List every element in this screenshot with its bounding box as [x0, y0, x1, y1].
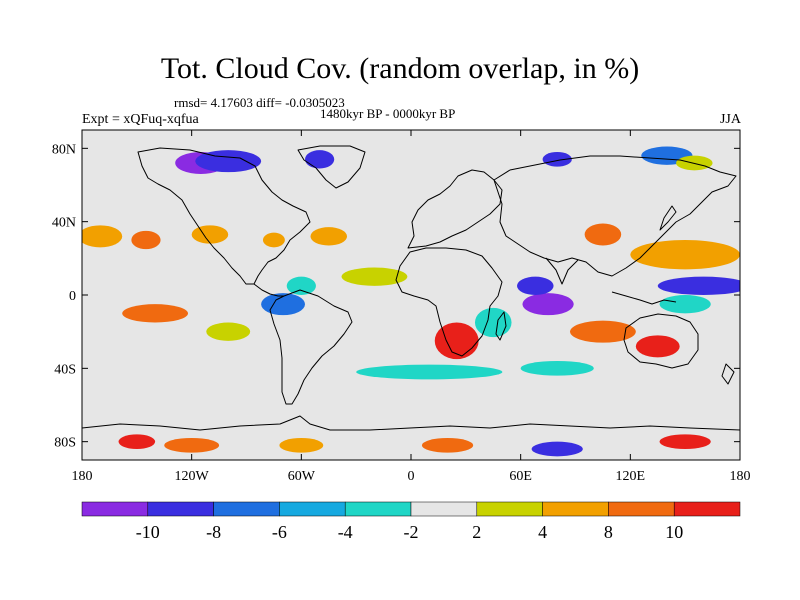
anomaly-region — [122, 304, 189, 323]
longitude-axis: 180 120W 60W 0 60E 120E 180 — [72, 130, 751, 484]
colorbar-bin — [542, 501, 609, 517]
lat-tick-label: 40S — [54, 362, 76, 377]
colorbar-label: 4 — [538, 522, 547, 542]
coastline-australia — [623, 313, 699, 369]
anomaly-region — [584, 223, 622, 246]
anomaly-region — [356, 364, 503, 380]
anomaly-region — [164, 438, 220, 453]
lon-tick-label: 120E — [616, 469, 646, 484]
anomaly-region — [630, 240, 740, 270]
colorbar-bin — [410, 501, 478, 517]
colorbar-label: -4 — [338, 522, 353, 542]
colorbar-label: -8 — [206, 522, 221, 542]
anomaly-region — [262, 232, 285, 248]
anomaly-region — [261, 293, 305, 316]
anomaly-region — [659, 295, 711, 314]
cloud-anomaly-field — [82, 146, 740, 457]
anomaly-region — [304, 150, 335, 169]
map-title: Tot. Cloud Cov. (random overlap, in %) — [160, 52, 640, 85]
coastline-indonesia — [611, 291, 677, 305]
anomaly-region — [421, 438, 474, 453]
coastline-india — [545, 257, 579, 285]
anomaly-region — [474, 307, 512, 338]
colorbar-bin — [147, 501, 214, 517]
lat-tick-label: 40N — [52, 216, 76, 231]
coastline-antarctica — [82, 415, 740, 431]
statistics-label: rmsd= 4.17603 diff= -0.0305023 — [174, 95, 345, 110]
anomaly-region — [279, 438, 324, 453]
anomaly-region — [286, 276, 316, 296]
coastline-japan — [659, 205, 677, 231]
anomaly-region — [82, 225, 123, 248]
coastline-south-america — [269, 289, 353, 405]
coastline-north-america — [137, 147, 311, 285]
experiment-label: Expt = xQFuq-xqfua — [82, 112, 199, 127]
lon-tick-label: 60E — [509, 469, 532, 484]
anomaly-region — [310, 227, 348, 246]
anomaly-region — [657, 276, 740, 295]
coastline-africa — [395, 247, 503, 357]
colorbar-label: -10 — [136, 522, 160, 542]
lon-tick-label: 120W — [175, 469, 210, 484]
colorbar-bin — [279, 501, 346, 517]
anomaly-region — [542, 152, 572, 167]
coastline-greenland — [297, 145, 366, 189]
colorbar-label: -2 — [404, 522, 419, 542]
coastline-madagascar — [495, 311, 507, 341]
lat-tick-label: 0 — [69, 289, 76, 304]
anomaly-region — [131, 230, 161, 250]
coastline-asia — [493, 155, 737, 277]
colorbar-label: 8 — [604, 522, 613, 542]
anomaly-region — [191, 225, 229, 244]
coastline-new-zealand — [721, 363, 735, 385]
anomaly-region — [520, 361, 594, 376]
lon-tick-label: 180 — [730, 469, 751, 484]
colorbar-bin — [213, 501, 280, 517]
colorbar-label: 10 — [665, 522, 683, 542]
anomaly-region — [570, 320, 636, 343]
colorbar-label: 2 — [472, 522, 481, 542]
anomaly-region — [118, 434, 156, 449]
anomaly-region — [659, 434, 711, 449]
anomaly-region — [517, 276, 554, 296]
anomaly-region — [434, 322, 479, 360]
lon-tick-label: 0 — [408, 469, 415, 484]
latitude-axis: 80N 40N 0 40S 80S — [52, 142, 740, 451]
colorbar-bin — [81, 501, 149, 517]
coastline-europe — [407, 169, 503, 249]
anomaly-region — [206, 322, 251, 341]
anomaly-region — [531, 441, 583, 457]
colorbar: -10 -8 -6 -4 -2 2 4 8 10 — [81, 501, 741, 542]
anomaly-region — [635, 335, 680, 358]
season-label: JJA — [719, 112, 741, 127]
lon-tick-label: 60W — [288, 469, 316, 484]
anomaly-region — [341, 267, 408, 286]
lat-tick-label: 80N — [52, 142, 76, 157]
anomaly-region — [522, 293, 574, 316]
coastlines — [82, 145, 740, 431]
lon-tick-label: 180 — [72, 469, 93, 484]
colorbar-bin — [608, 501, 675, 517]
coastline-central-america — [253, 283, 284, 297]
colorbar-bin — [673, 501, 741, 517]
lat-tick-label: 80S — [54, 436, 76, 451]
colorbar-bin — [476, 501, 543, 517]
colorbar-label: -6 — [272, 522, 287, 542]
colorbar-bin — [344, 501, 412, 517]
time-period-label: 1480kyr BP - 0000kyr BP — [320, 106, 456, 121]
